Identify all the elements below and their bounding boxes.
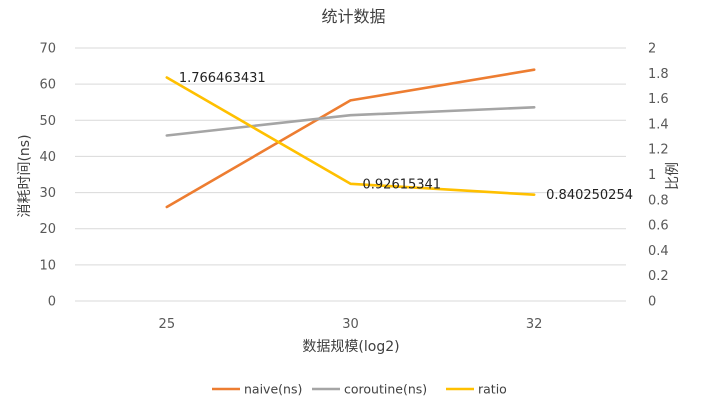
series-line-coroutine-ns <box>165 106 536 137</box>
y-tick-label: 60 <box>39 78 56 93</box>
y2-tick-label: 1 <box>648 168 656 183</box>
legend: naive(ns) coroutine(ns) ratio <box>212 382 507 397</box>
data-label: 0.92615341 <box>363 177 442 192</box>
y2-tick-label: 0.6 <box>648 219 669 234</box>
y-tick-label: 40 <box>39 150 56 165</box>
y-tick-label: 70 <box>39 42 56 57</box>
y-tick-label: 50 <box>39 114 56 129</box>
series-line-naive-ns <box>165 68 536 209</box>
y-axis-left: 0 10 20 30 40 50 60 70 <box>39 42 56 310</box>
y-tick-label: 30 <box>39 186 56 201</box>
y-tick-label: 10 <box>39 258 56 273</box>
series-lines <box>165 68 536 209</box>
y2-tick-label: 0.4 <box>648 244 669 259</box>
data-labels: 1.766463431 0.92615341 0.840250254 <box>179 71 633 203</box>
y2-tick-label: 2 <box>648 42 656 57</box>
x-axis-title: 数据规模(log2) <box>302 339 399 355</box>
y-tick-label: 20 <box>39 222 56 237</box>
y2-tick-label: 0 <box>648 295 656 310</box>
x-tick-label: 25 <box>159 317 176 332</box>
legend-label: coroutine(ns) <box>344 382 427 397</box>
y2-tick-label: 1.2 <box>648 143 669 158</box>
gridlines <box>75 47 626 302</box>
y2-tick-label: 0.2 <box>648 269 669 284</box>
y2-tick-label: 1.4 <box>648 117 669 132</box>
data-label: 0.840250254 <box>546 188 633 203</box>
x-tick-label: 30 <box>342 317 359 332</box>
series-line-ratio <box>165 76 536 196</box>
y2-axis-title: 比例 <box>665 162 681 190</box>
x-tick-label: 32 <box>526 317 543 332</box>
y2-tick-label: 0.8 <box>648 193 669 208</box>
chart-title: 统计数据 <box>321 7 385 26</box>
legend-label: ratio <box>478 382 507 397</box>
y2-tick-label: 1.8 <box>648 67 669 82</box>
y-axis-title: 消耗时间(ns) <box>17 134 33 217</box>
y-axis-right: 0 0.2 0.4 0.6 0.8 1 1.2 1.4 1.6 1.8 2 <box>648 42 669 310</box>
data-label: 1.766463431 <box>179 71 266 86</box>
x-axis: 25 30 32 <box>159 317 543 332</box>
y-tick-label: 0 <box>48 295 56 310</box>
legend-label: naive(ns) <box>244 382 302 397</box>
y2-tick-label: 1.6 <box>648 92 669 107</box>
